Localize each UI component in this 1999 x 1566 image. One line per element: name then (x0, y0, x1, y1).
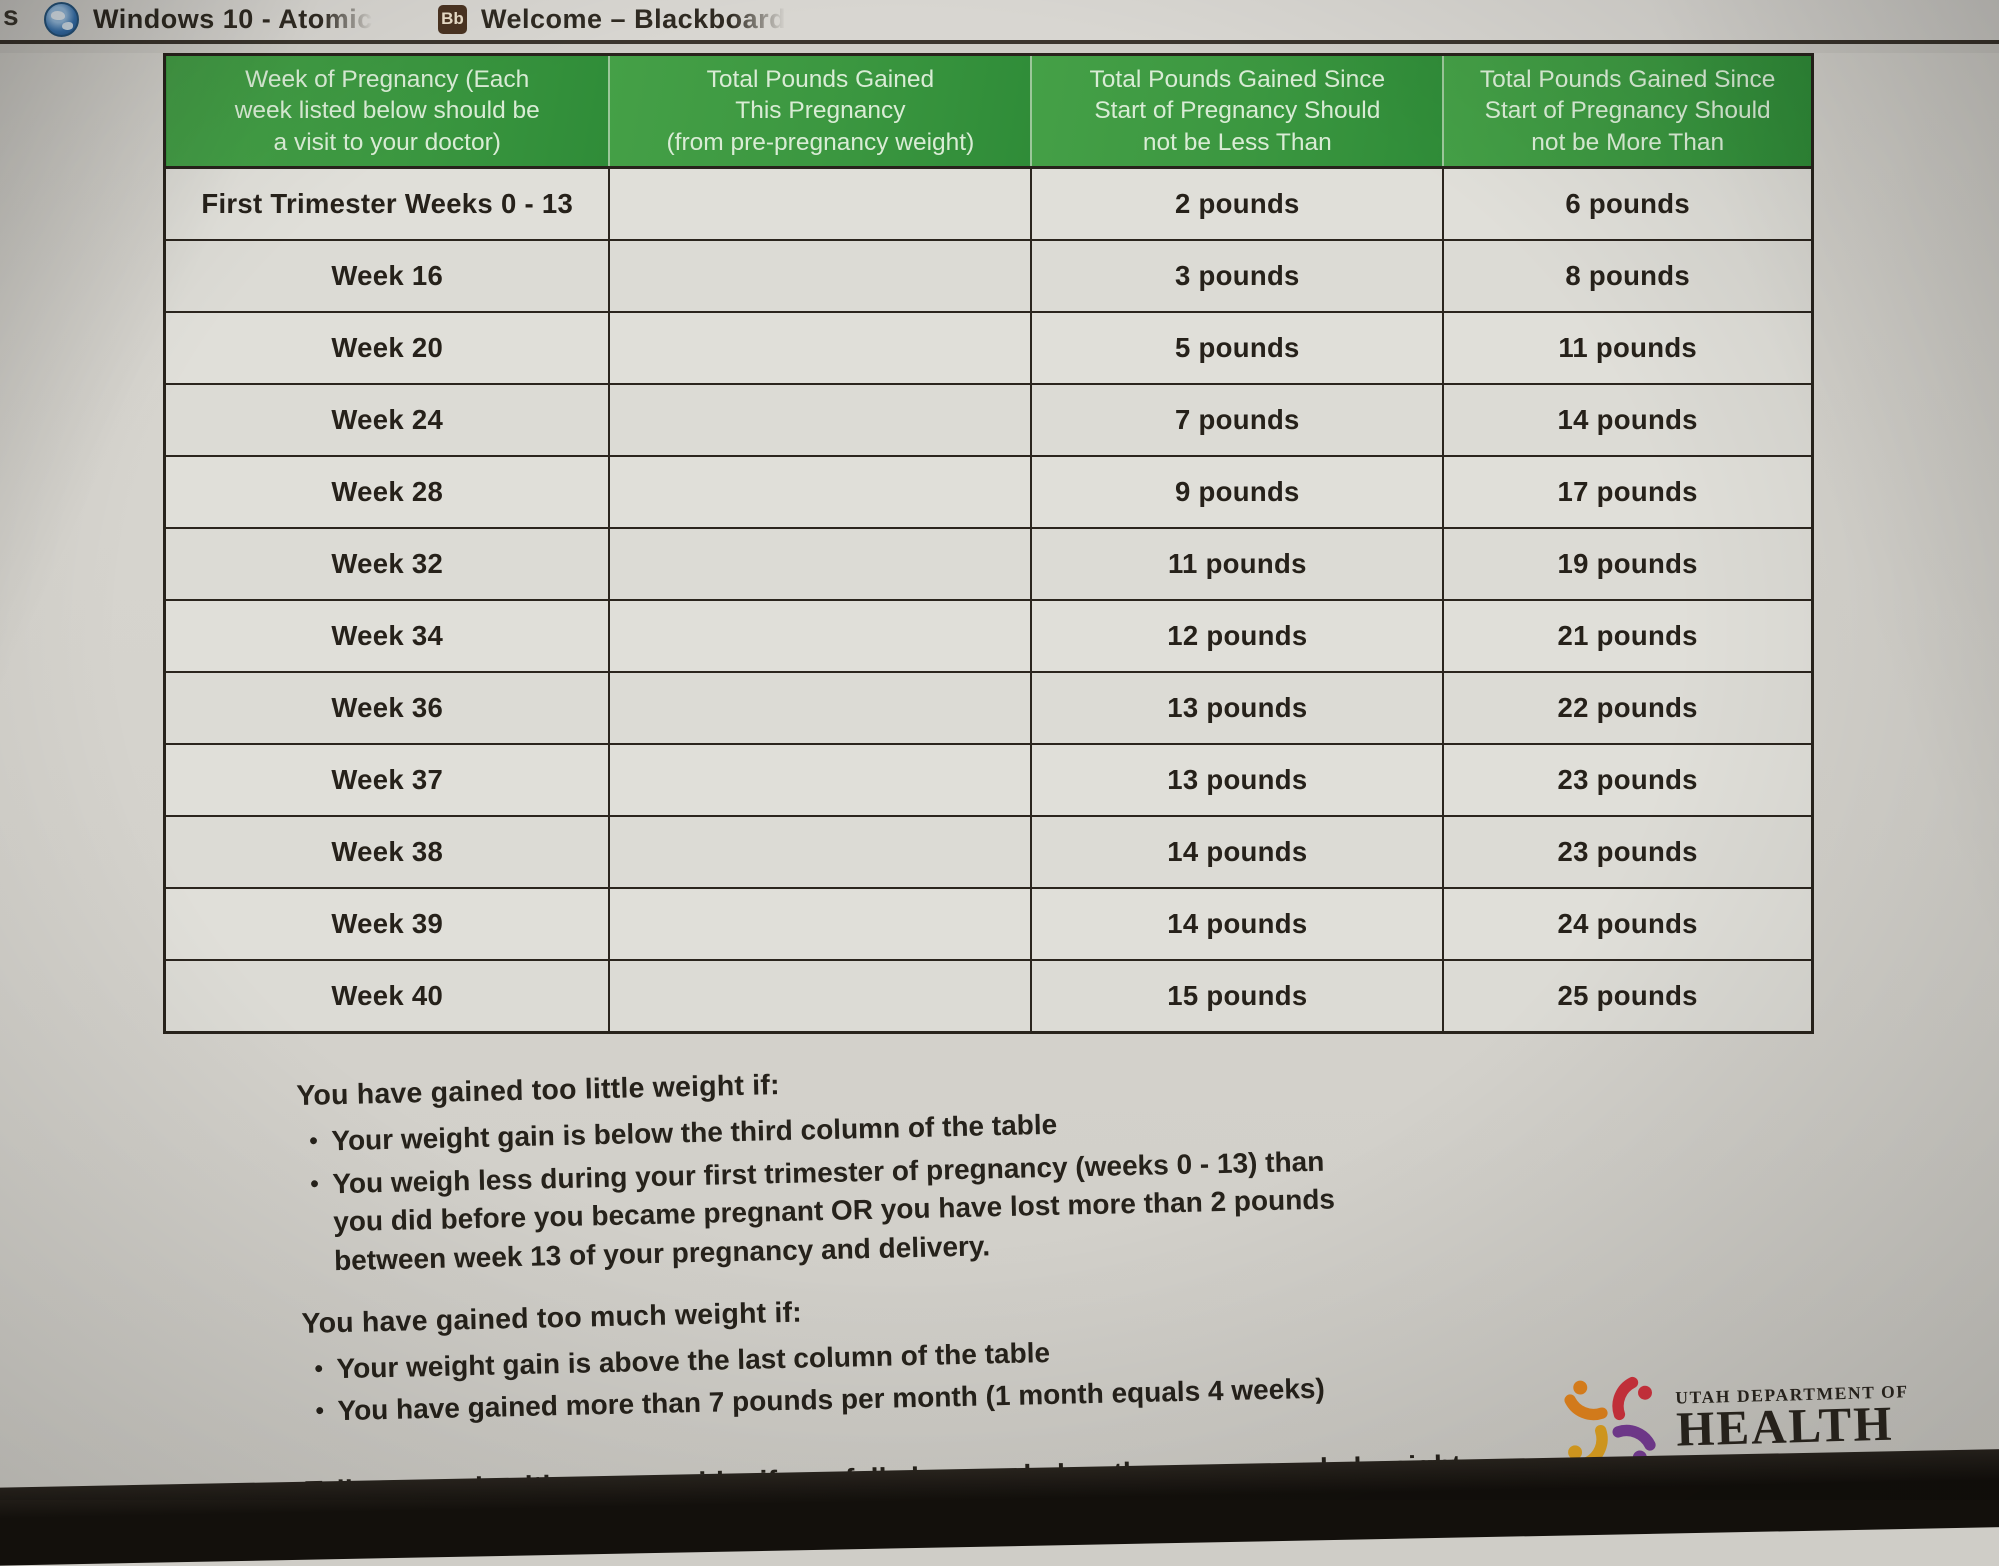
week-cell: Week 28 (163, 455, 611, 530)
week-cell: Week 20 (163, 311, 611, 386)
not-less-cell: 7 pounds (1030, 383, 1445, 458)
table-row: Week 34 12 pounds 21 pounds (163, 599, 1814, 674)
gained-cell (608, 311, 1033, 386)
table-row: Week 36 13 pounds 22 pounds (163, 671, 1814, 746)
week-cell: First Trimester Weeks 0 - 13 (163, 166, 611, 242)
udoh-pinwheel-icon (1564, 1376, 1656, 1469)
table-header-row: Week of Pregnancy (Each week listed belo… (164, 54, 1813, 170)
bullet-item: You weigh less during your first trimest… (308, 1142, 1364, 1282)
not-more-cell: 23 pounds (1442, 815, 1814, 890)
week-cell: Week 24 (163, 383, 611, 458)
week-cell: Week 38 (163, 815, 611, 890)
not-less-cell: 5 pounds (1030, 311, 1445, 386)
too-much-bullets: Your weight gain is above the last colum… (312, 1321, 1624, 1432)
not-less-cell: 13 pounds (1030, 743, 1445, 818)
gained-cell (608, 166, 1033, 242)
too-little-bullets: Your weight gain is below the third colu… (307, 1093, 1620, 1281)
not-more-cell: 19 pounds (1442, 527, 1814, 602)
gained-cell (608, 527, 1033, 602)
table-row: Week 20 5 pounds 11 pounds (163, 311, 1814, 386)
table-row: Week 40 15 pounds 25 pounds (163, 959, 1814, 1034)
not-more-cell: 25 pounds (1442, 959, 1814, 1034)
partial-tab-text[interactable]: s (3, 0, 19, 31)
gained-cell (608, 599, 1033, 674)
table-row: Week 16 3 pounds 8 pounds (163, 239, 1814, 314)
not-less-cell: 9 pounds (1030, 455, 1445, 530)
gained-cell (608, 383, 1033, 458)
table-row: Week 38 14 pounds 23 pounds (163, 815, 1814, 890)
tab-title: Welcome – Blackboard (481, 3, 787, 34)
header-not-less-than: Total Pounds Gained Since Start of Pregn… (1030, 54, 1445, 170)
not-more-cell: 8 pounds (1442, 239, 1814, 314)
not-less-cell: 14 pounds (1030, 815, 1445, 890)
tab-title: Windows 10 - Atomic (93, 3, 373, 34)
not-less-cell: 2 pounds (1030, 166, 1445, 242)
gained-cell (608, 671, 1033, 746)
table-row: Week 32 11 pounds 19 pounds (163, 527, 1814, 602)
table-row: Week 39 14 pounds 24 pounds (163, 887, 1814, 962)
udoh-logo: UTAH DEPARTMENT OF HEALTH (1560, 1366, 1910, 1472)
table-row: Week 24 7 pounds 14 pounds (163, 383, 1814, 458)
udoh-logo-text: UTAH DEPARTMENT OF HEALTH (1675, 1381, 1910, 1457)
not-less-cell: 14 pounds (1030, 887, 1445, 962)
guidance-text-block: You have gained too little weight if: Yo… (296, 1050, 1625, 1509)
not-less-cell: 15 pounds (1030, 959, 1445, 1034)
week-cell: Week 36 (163, 671, 611, 746)
globe-favicon-icon (44, 1, 79, 37)
table-row: Week 37 13 pounds 23 pounds (163, 743, 1814, 818)
header-week-of-pregnancy: Week of Pregnancy (Each week listed belo… (164, 54, 611, 170)
not-less-cell: 3 pounds (1030, 239, 1445, 314)
week-cell: Week 32 (163, 527, 611, 602)
week-cell: Week 40 (163, 959, 611, 1034)
gained-cell (608, 455, 1033, 530)
udoh-logo-health: HEALTH (1675, 1395, 1894, 1457)
not-more-cell: 11 pounds (1442, 311, 1814, 386)
header-not-more-than: Total Pounds Gained Since Start of Pregn… (1442, 54, 1813, 170)
not-more-cell: 17 pounds (1442, 455, 1814, 530)
week-cell: Week 37 (163, 743, 611, 818)
not-less-cell: 12 pounds (1030, 599, 1445, 674)
gained-cell (608, 959, 1033, 1034)
tab-windows-atomic[interactable]: Windows 10 - Atomic (44, 0, 374, 38)
not-less-cell: 11 pounds (1030, 527, 1445, 602)
gained-cell (608, 887, 1033, 962)
week-cell: Week 39 (163, 887, 611, 962)
document-page: Week of Pregnancy (Each week listed belo… (0, 53, 1999, 1509)
blackboard-bb-icon: Bb (438, 4, 467, 34)
header-total-gained: Total Pounds Gained This Pregnancy (from… (608, 54, 1033, 170)
weight-gain-table: Week of Pregnancy (Each week listed belo… (163, 53, 1814, 1035)
browser-tab-bar: s Windows 10 - Atomic Bb Welcome – Black… (0, 0, 1999, 44)
not-more-cell: 14 pounds (1442, 383, 1814, 458)
table-row: Week 28 9 pounds 17 pounds (163, 455, 1814, 530)
week-cell: Week 16 (163, 239, 611, 314)
week-cell: Week 34 (163, 599, 611, 674)
gained-cell (608, 815, 1033, 890)
not-less-cell: 13 pounds (1030, 671, 1445, 746)
not-more-cell: 23 pounds (1442, 743, 1814, 818)
not-more-cell: 24 pounds (1442, 887, 1814, 962)
tab-blackboard[interactable]: Bb Welcome – Blackboard (438, 0, 786, 38)
not-more-cell: 22 pounds (1442, 671, 1814, 746)
gained-cell (608, 239, 1033, 314)
not-more-cell: 21 pounds (1442, 599, 1814, 674)
not-more-cell: 6 pounds (1442, 166, 1814, 242)
gained-cell (608, 743, 1033, 818)
table-row: First Trimester Weeks 0 - 13 2 pounds 6 … (163, 166, 1814, 242)
